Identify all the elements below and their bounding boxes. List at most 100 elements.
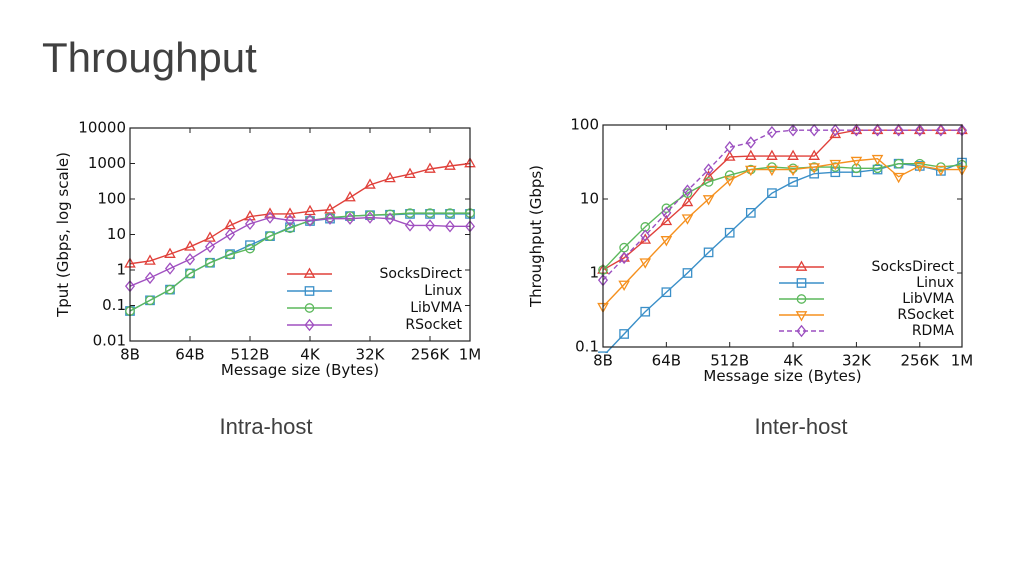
x-tick-label: 32K xyxy=(842,352,872,370)
marker xyxy=(640,229,651,242)
marker xyxy=(384,171,396,183)
y-tick-label: 100 xyxy=(97,190,126,208)
x-axis-label: Message size (Bytes) xyxy=(221,361,379,379)
marker xyxy=(444,159,456,170)
x-tick-label: 8B xyxy=(593,352,613,370)
x-tick-label: 256K xyxy=(411,346,451,364)
marker xyxy=(364,178,376,189)
legend-marker xyxy=(304,318,315,332)
marker xyxy=(661,287,672,298)
marker xyxy=(745,165,757,177)
marker xyxy=(913,162,926,173)
marker xyxy=(184,240,196,251)
x-tick-label: 64B xyxy=(175,346,204,364)
marker xyxy=(619,329,629,339)
plot-frame xyxy=(602,124,963,348)
marker xyxy=(205,257,215,268)
y-tick-label: 100 xyxy=(570,116,599,134)
marker xyxy=(808,163,820,174)
marker xyxy=(851,123,862,137)
marker xyxy=(618,251,630,262)
legend-label: Linux xyxy=(916,275,954,291)
legend-label: SocksDirect xyxy=(872,259,955,275)
marker xyxy=(384,212,396,225)
y-tick-label: 10000 xyxy=(78,119,126,137)
legend-label: RDMA xyxy=(912,323,955,339)
chart: 0.01 0.1 1 10 100 1000 10000 8B 64B 512B 4K 32K 256K… xyxy=(54,119,481,440)
marker xyxy=(244,210,256,221)
marker xyxy=(724,141,735,154)
marker xyxy=(304,214,316,227)
marker xyxy=(830,123,841,137)
plot-frame xyxy=(129,127,471,342)
chart: 0.1 1 10 100 8B 64B 512B 4K 32K 256K 1M Message siz… xyxy=(527,116,973,440)
marker xyxy=(244,217,256,231)
marker xyxy=(264,211,276,224)
marker xyxy=(445,208,455,218)
marker xyxy=(724,227,735,238)
legend-marker xyxy=(304,303,315,313)
marker xyxy=(808,149,820,160)
marker xyxy=(404,167,416,179)
marker xyxy=(893,123,904,137)
marker xyxy=(164,262,176,275)
marker xyxy=(145,295,155,306)
marker xyxy=(682,188,693,198)
legend-label: RSocket xyxy=(897,307,954,323)
marker xyxy=(788,177,798,187)
marker xyxy=(144,271,156,285)
marker xyxy=(766,125,777,139)
marker xyxy=(850,156,863,168)
marker xyxy=(425,208,435,218)
marker xyxy=(872,123,883,137)
marker xyxy=(723,176,736,187)
marker xyxy=(851,163,862,174)
y-tick-label: 1 xyxy=(116,261,126,279)
x-tick-label: 1M xyxy=(951,352,974,370)
marker xyxy=(165,284,175,295)
marker xyxy=(284,207,296,218)
marker xyxy=(285,223,295,234)
marker xyxy=(682,184,693,197)
marker xyxy=(344,212,356,225)
marker xyxy=(766,149,778,160)
x-tick-label: 64B xyxy=(652,352,681,370)
marker xyxy=(619,251,630,265)
marker xyxy=(830,162,841,172)
marker xyxy=(681,214,694,225)
x-axis-label: Message size (Bytes) xyxy=(703,367,861,385)
marker xyxy=(424,162,436,173)
marker xyxy=(702,195,715,206)
marker xyxy=(245,243,255,254)
y-tick-label: 0.1 xyxy=(575,338,599,356)
marker xyxy=(365,210,375,221)
legend-marker xyxy=(796,294,807,304)
legend-marker xyxy=(304,286,315,296)
marker xyxy=(184,253,196,266)
y-tick-label: 1000 xyxy=(88,154,126,172)
marker xyxy=(788,123,799,137)
marker xyxy=(787,165,799,177)
legend-label: Linux xyxy=(424,283,462,299)
marker xyxy=(703,177,714,187)
marker xyxy=(829,159,842,171)
legend-label: LibVMA xyxy=(410,300,462,316)
marker xyxy=(661,206,672,220)
marker xyxy=(766,165,778,177)
marker xyxy=(164,247,176,258)
marker xyxy=(324,212,336,225)
marker xyxy=(809,168,820,179)
y-tick-label: 0.01 xyxy=(93,332,126,350)
marker xyxy=(364,211,376,224)
y-tick-label: 0.1 xyxy=(102,296,126,314)
y-tick-label: 10 xyxy=(580,190,599,208)
marker xyxy=(767,188,777,198)
marker xyxy=(892,172,905,184)
marker xyxy=(745,149,757,160)
marker xyxy=(871,123,884,135)
x-tick-label: 512B xyxy=(231,346,270,364)
marker xyxy=(284,214,296,227)
marker xyxy=(871,154,884,166)
marker xyxy=(424,219,436,232)
